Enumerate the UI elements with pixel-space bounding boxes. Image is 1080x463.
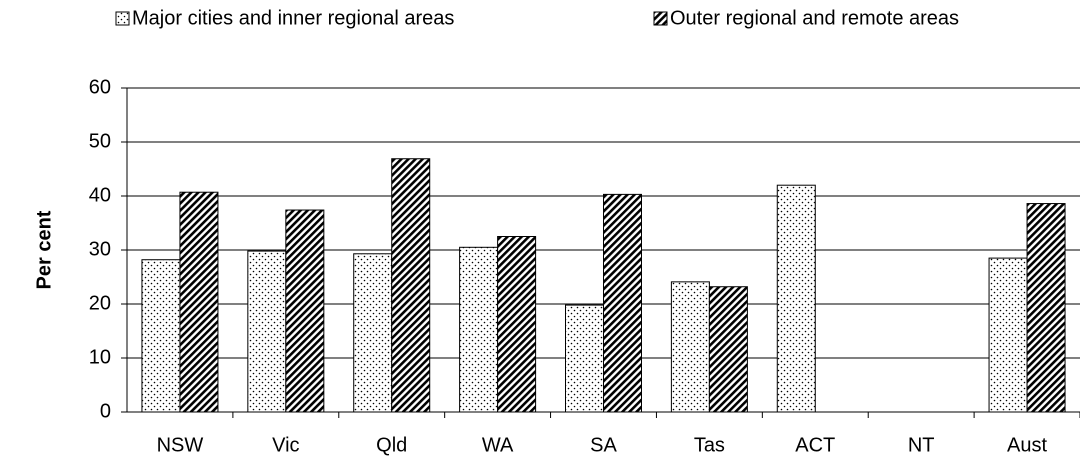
bar xyxy=(247,250,287,413)
y-tick-label: 30 xyxy=(89,238,111,260)
legend-label: Major cities and inner regional areas xyxy=(132,7,454,29)
bar xyxy=(565,304,604,413)
legend-swatch xyxy=(115,11,130,26)
bar xyxy=(603,193,642,413)
x-tick-label: SA xyxy=(590,434,617,456)
y-tick-label: 20 xyxy=(89,292,111,314)
bar xyxy=(670,281,710,413)
x-tick-label: Aust xyxy=(1007,434,1047,456)
bar xyxy=(391,158,431,413)
bar xyxy=(179,191,219,413)
bar xyxy=(988,257,1028,413)
bar xyxy=(141,259,181,413)
x-tick-label: NT xyxy=(908,434,935,456)
x-tick-label: Tas xyxy=(694,434,725,456)
y-tick-label: 60 xyxy=(89,76,111,98)
x-tick-label: ACT xyxy=(795,434,835,456)
bar xyxy=(497,236,537,413)
y-axis-label: Per cent xyxy=(33,210,55,289)
bar xyxy=(459,246,499,413)
bar xyxy=(353,253,393,413)
bar xyxy=(285,209,325,413)
y-tick-label: 50 xyxy=(89,130,111,152)
bar xyxy=(776,184,816,413)
x-tick-label: Qld xyxy=(376,434,407,456)
x-tick-label: NSW xyxy=(157,434,204,456)
bar xyxy=(708,286,748,413)
y-tick-label: 10 xyxy=(89,346,111,368)
y-tick-label: 40 xyxy=(89,184,111,206)
bar xyxy=(1026,203,1066,413)
legend-label: Outer regional and remote areas xyxy=(670,7,959,29)
x-tick-label: Vic xyxy=(272,434,299,456)
y-tick-label: 0 xyxy=(100,400,111,422)
legend-swatch xyxy=(653,11,668,26)
x-tick-label: WA xyxy=(482,434,514,456)
